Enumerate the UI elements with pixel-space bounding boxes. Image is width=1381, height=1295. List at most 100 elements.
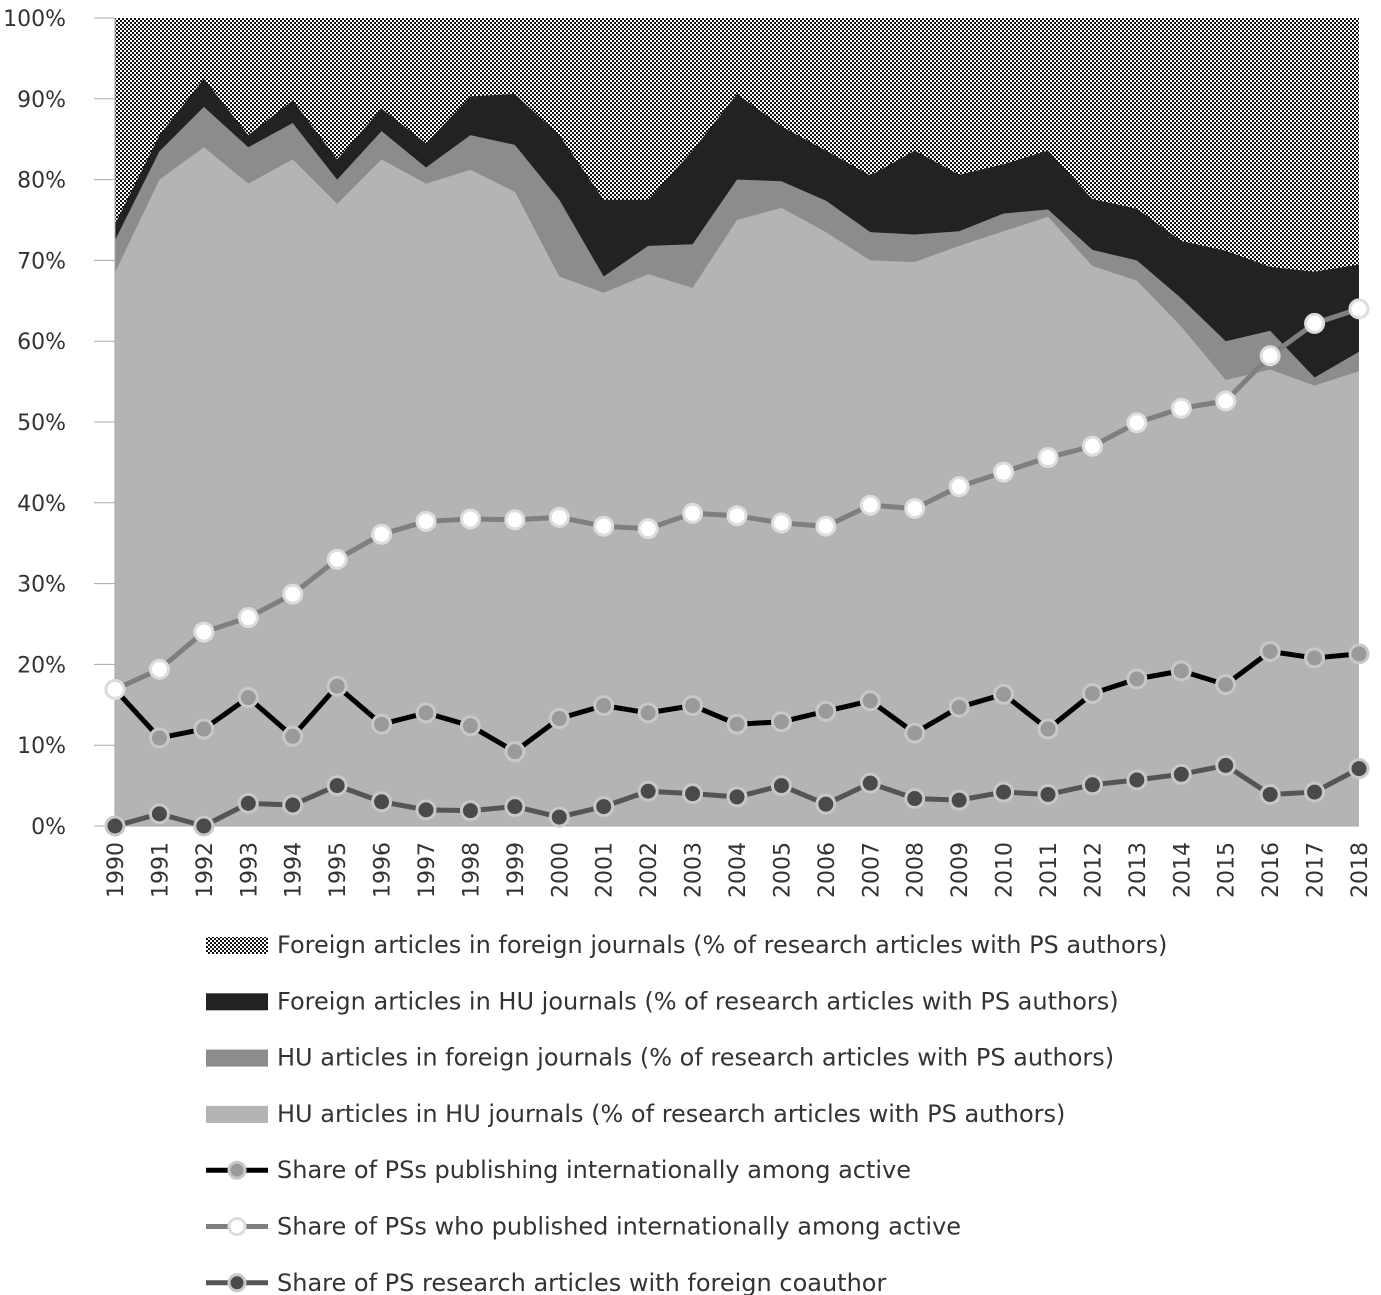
y-tick-label: 80% (17, 169, 66, 194)
x-tick-label: 2004 (726, 842, 751, 898)
series-share-of-pss-who-published-internationally-among-active-point (1039, 449, 1057, 467)
legend-marker (229, 1219, 245, 1235)
stacked-areas (115, 18, 1359, 826)
series-share-of-pss-publishing-internationally-among-active-point (861, 692, 879, 710)
y-tick-label: 60% (17, 330, 66, 355)
y-tick-label: 40% (17, 492, 66, 517)
legend-item-foreign-articles-in-hu-journals-of-research-articles-with-ps-authors: Foreign articles in HU journals (% of re… (206, 987, 1119, 1015)
x-tick-label: 2012 (1081, 842, 1106, 898)
x-tick-label: 2003 (682, 842, 707, 898)
legend-item-foreign-articles-in-foreign-journals-of-research-articles-with-ps-authors: Foreign articles in foreign journals (% … (206, 931, 1167, 959)
series-share-of-ps-research-articles-with-foreign-coauthor-point (595, 798, 613, 816)
series-share-of-ps-research-articles-with-foreign-coauthor-point (195, 817, 213, 835)
series-share-of-ps-research-articles-with-foreign-coauthor-point (728, 788, 746, 806)
series-share-of-pss-who-published-internationally-among-active-point (1172, 399, 1190, 417)
series-share-of-ps-research-articles-with-foreign-coauthor-point (1172, 765, 1190, 783)
legend-label: Foreign articles in HU journals (% of re… (277, 987, 1119, 1015)
series-share-of-ps-research-articles-with-foreign-coauthor-point (639, 782, 657, 800)
x-tick-label: 1992 (193, 842, 218, 898)
legend-item-hu-articles-in-foreign-journals-of-research-articles-with-ps-authors: HU articles in foreign journals (% of re… (206, 1044, 1114, 1072)
chart: 0%10%20%30%40%50%60%70%80%90%100% 1990 19… (0, 0, 1381, 1295)
series-share-of-ps-research-articles-with-foreign-coauthor-point (817, 795, 835, 813)
legend-item-hu-articles-in-hu-journals-of-research-articles-with-ps-authors: HU articles in HU journals (% of researc… (206, 1100, 1065, 1128)
y-tick-label: 20% (17, 653, 66, 678)
y-tick-label: 90% (17, 88, 66, 113)
series-share-of-ps-research-articles-with-foreign-coauthor-point (772, 777, 790, 795)
series-share-of-pss-who-published-internationally-among-active-point (106, 680, 124, 698)
series-share-of-pss-publishing-internationally-among-active-point (639, 704, 657, 722)
x-tick-label: 2018 (1348, 842, 1373, 898)
x-tick-label: 2013 (1126, 842, 1151, 898)
series-share-of-ps-research-articles-with-foreign-coauthor-point (1128, 771, 1146, 789)
x-axis: 1990 1991 1992 1993 1994 1995 1996 1997 1998 1999… (94, 826, 1373, 898)
legend-label: Share of PSs who published international… (277, 1213, 961, 1241)
y-tick-label: 70% (17, 249, 66, 274)
legend-swatch (206, 937, 268, 954)
series-share-of-pss-publishing-internationally-among-active-point (1350, 645, 1368, 663)
legend: Foreign articles in foreign journals (% … (206, 931, 1167, 1295)
x-tick-label: 1991 (148, 842, 173, 898)
series-share-of-pss-publishing-internationally-among-active-point (1128, 670, 1146, 688)
series-share-of-ps-research-articles-with-foreign-coauthor-point (106, 817, 124, 835)
series-share-of-pss-publishing-internationally-among-active-point (284, 727, 302, 745)
series-share-of-pss-who-published-internationally-among-active-point (684, 504, 702, 522)
series-share-of-ps-research-articles-with-foreign-coauthor-point (284, 796, 302, 814)
series-share-of-pss-who-published-internationally-among-active-point (728, 507, 746, 525)
x-tick-label: 1995 (326, 842, 351, 898)
x-tick-label: 1990 (104, 842, 129, 898)
series-share-of-ps-research-articles-with-foreign-coauthor-point (1083, 776, 1101, 794)
series-share-of-pss-publishing-internationally-among-active-point (239, 689, 257, 707)
legend-label: Share of PS research articles with forei… (277, 1269, 886, 1295)
series-share-of-ps-research-articles-with-foreign-coauthor-point (861, 774, 879, 792)
x-tick-label: 2014 (1170, 842, 1195, 898)
series-share-of-pss-who-published-internationally-among-active-point (1306, 314, 1324, 332)
y-tick-label: 100% (3, 7, 66, 32)
series-share-of-pss-who-published-internationally-among-active-point (506, 511, 524, 529)
series-share-of-ps-research-articles-with-foreign-coauthor-point (1039, 785, 1057, 803)
series-share-of-pss-who-published-internationally-among-active-point (1217, 392, 1235, 410)
series-share-of-pss-publishing-internationally-among-active-point (506, 743, 524, 761)
y-tick-label: 0% (31, 815, 66, 840)
series-share-of-pss-publishing-internationally-among-active-point (373, 715, 391, 733)
series-share-of-ps-research-articles-with-foreign-coauthor-point (950, 791, 968, 809)
x-tick-label: 1999 (504, 842, 529, 898)
series-share-of-pss-who-published-internationally-among-active-point (1083, 437, 1101, 455)
x-tick-label: 2001 (593, 842, 618, 898)
series-share-of-pss-who-published-internationally-among-active-point (195, 623, 213, 641)
x-tick-label: 2017 (1304, 842, 1329, 898)
series-share-of-pss-publishing-internationally-among-active-point (995, 685, 1013, 703)
series-share-of-pss-publishing-internationally-among-active-point (728, 715, 746, 733)
series-share-of-ps-research-articles-with-foreign-coauthor-point (1261, 785, 1279, 803)
series-share-of-pss-who-published-internationally-among-active-point (1261, 347, 1279, 365)
series-share-of-ps-research-articles-with-foreign-coauthor-point (150, 805, 168, 823)
series-share-of-pss-who-published-internationally-among-active-point (284, 585, 302, 603)
legend-item-share-of-pss-who-published-internationally-among-active: Share of PSs who published international… (206, 1213, 961, 1241)
series-share-of-pss-who-published-internationally-among-active-point (906, 499, 924, 517)
series-share-of-pss-who-published-internationally-among-active-point (328, 550, 346, 568)
series-share-of-pss-publishing-internationally-among-active-point (550, 710, 568, 728)
series-share-of-ps-research-articles-with-foreign-coauthor-point (417, 801, 435, 819)
series-share-of-pss-who-published-internationally-among-active-point (995, 463, 1013, 481)
series-share-of-pss-publishing-internationally-among-active-point (1217, 676, 1235, 694)
series-share-of-pss-publishing-internationally-among-active-point (1172, 662, 1190, 680)
series-share-of-pss-who-published-internationally-among-active-point (461, 510, 479, 528)
series-share-of-ps-research-articles-with-foreign-coauthor-point (550, 808, 568, 826)
legend-marker (229, 1275, 245, 1291)
legend-label: Share of PSs publishing internationally … (277, 1156, 911, 1184)
series-share-of-pss-publishing-internationally-among-active-point (328, 677, 346, 695)
legend-label: HU articles in foreign journals (% of re… (277, 1044, 1114, 1072)
legend-swatch (206, 1050, 268, 1067)
legend-label: HU articles in HU journals (% of researc… (277, 1100, 1065, 1128)
x-tick-label: 2002 (637, 842, 662, 898)
y-axis: 0% 10% 20% 30% 40% 50% 60% 70% 80% 90% 100% (3, 7, 115, 840)
x-tick-label: 2008 (904, 842, 929, 898)
x-tick-label: 1994 (282, 842, 307, 898)
series-share-of-pss-publishing-internationally-among-active-point (1261, 642, 1279, 660)
series-share-of-pss-publishing-internationally-among-active-point (150, 729, 168, 747)
series-share-of-pss-publishing-internationally-among-active-point (1083, 684, 1101, 702)
series-share-of-pss-who-published-internationally-among-active-point (1350, 300, 1368, 318)
series-share-of-pss-publishing-internationally-among-active-point (595, 697, 613, 715)
series-share-of-ps-research-articles-with-foreign-coauthor-point (906, 790, 924, 808)
series-share-of-pss-publishing-internationally-among-active-point (1306, 649, 1324, 667)
series-share-of-pss-publishing-internationally-among-active-point (195, 720, 213, 738)
